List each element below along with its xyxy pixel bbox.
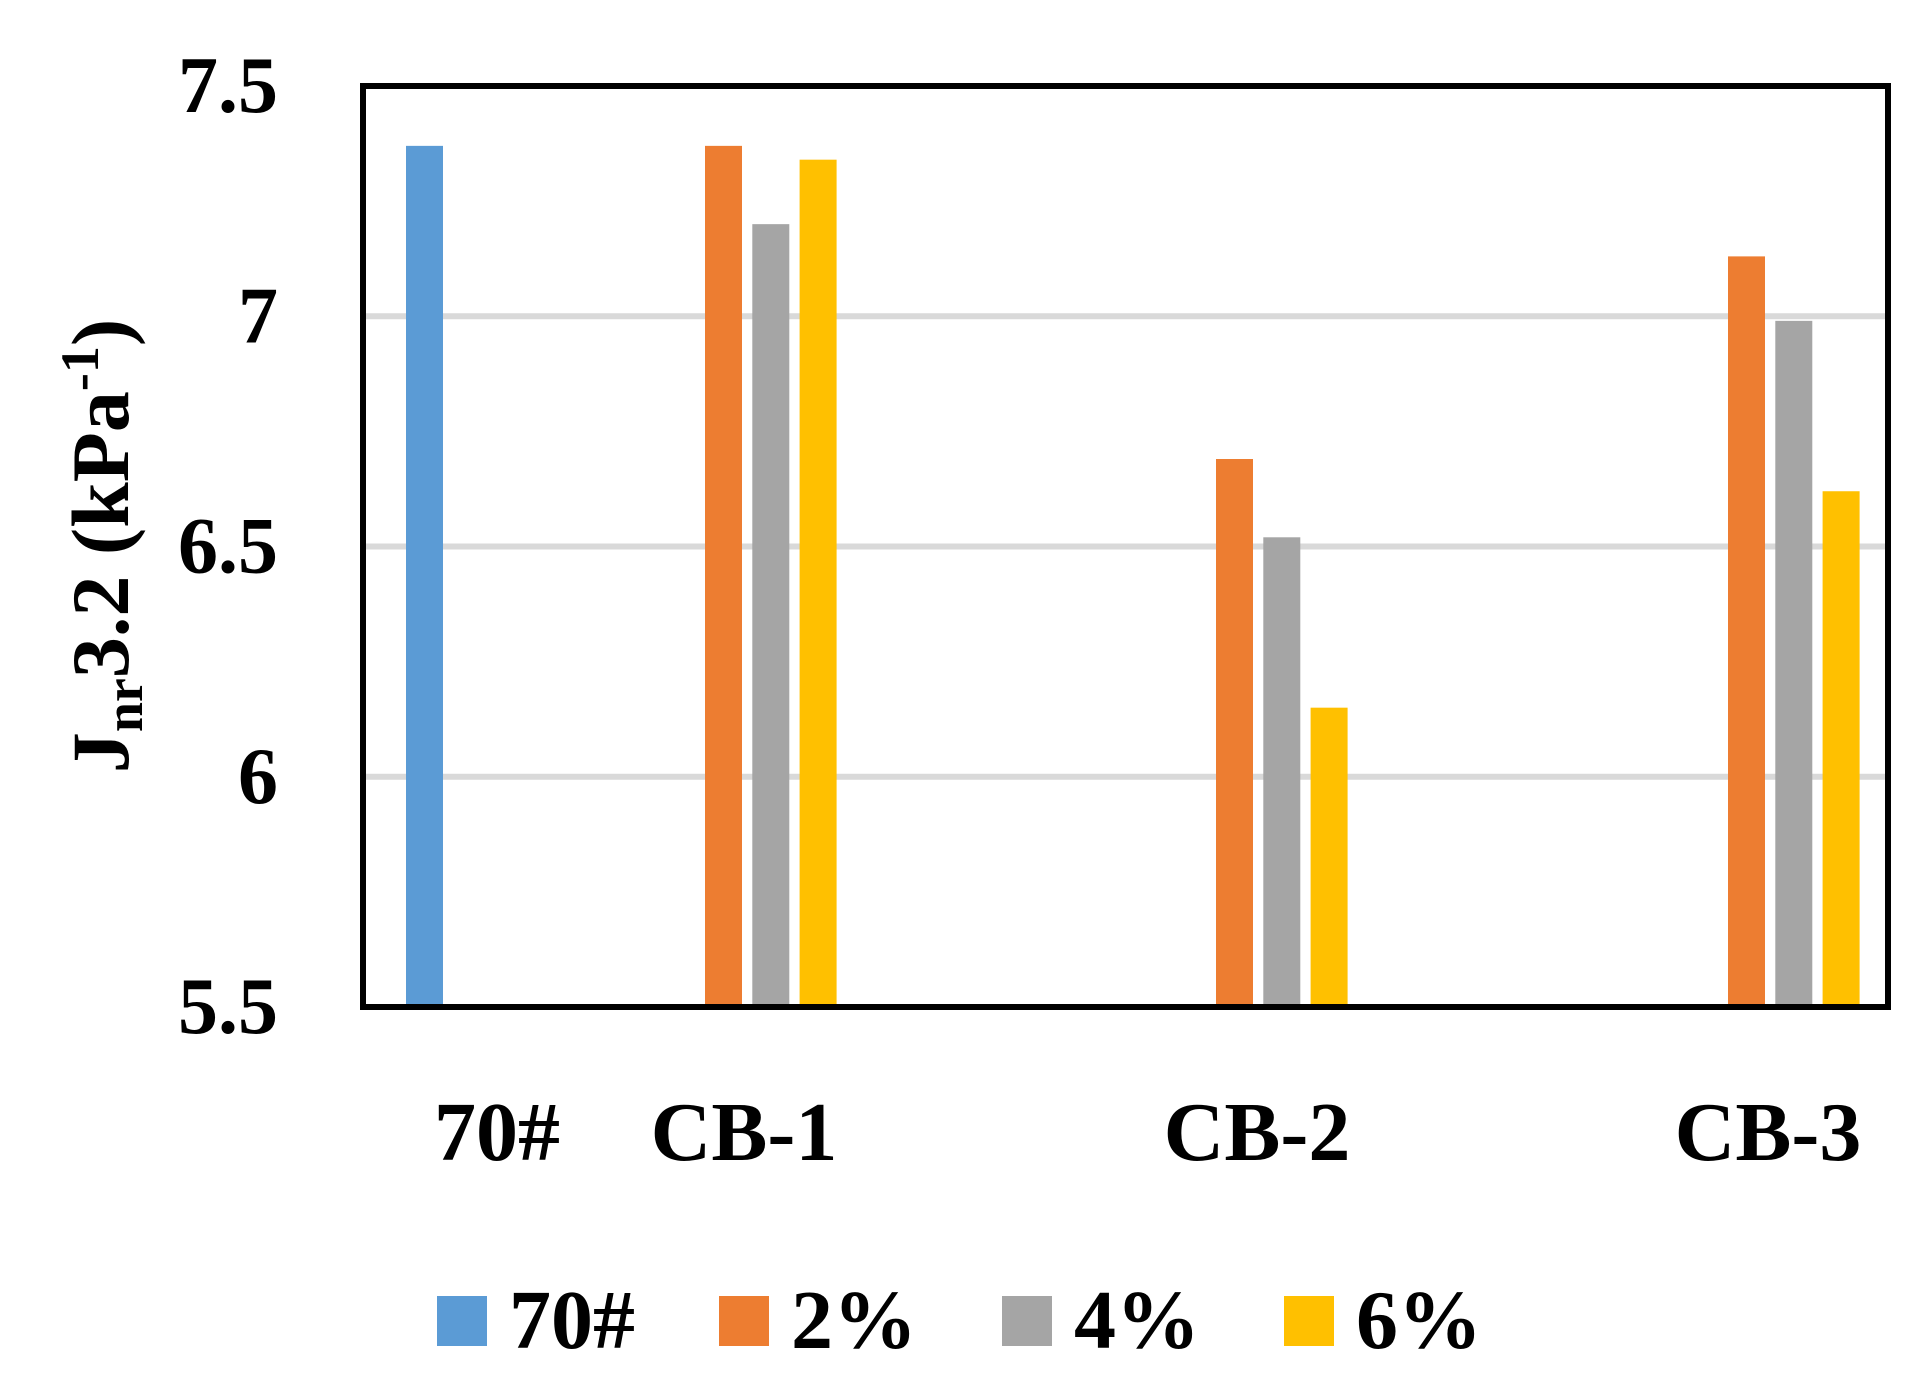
legend-swatch	[1284, 1296, 1334, 1346]
bar-CB-1-6%	[799, 159, 837, 1007]
y-tick-labels: 5.5 6 6.5 7 7.5	[178, 42, 278, 1051]
bars	[406, 145, 1860, 1008]
legend-swatch	[719, 1296, 769, 1346]
bar-CB-2-2%	[1216, 459, 1253, 1007]
bar-CB-3-2%	[1728, 256, 1765, 1007]
bar-CB-1-4%	[752, 224, 790, 1007]
gridlines	[363, 313, 1888, 780]
y-tick-label: 5.5	[178, 963, 278, 1051]
legend: 70# 2% 4% 6%	[437, 1274, 1482, 1367]
bar-CB-3-4%	[1775, 320, 1813, 1008]
y-axis-label: Jnr3.2 (kPa-1)	[50, 319, 154, 773]
y-tick-label: 6.5	[178, 503, 278, 591]
legend-label: 70#	[509, 1274, 635, 1367]
plot-area-border	[360, 83, 1891, 1010]
bar-CB-1-2%	[705, 145, 742, 1008]
x-category-label: CB-2	[1164, 1086, 1351, 1179]
legend-label: 4%	[1074, 1274, 1200, 1367]
legend-label: 2%	[791, 1274, 917, 1367]
legend-swatch	[437, 1296, 487, 1346]
x-category-label: CB-3	[1675, 1086, 1862, 1179]
bar-CB-2-6%	[1310, 707, 1348, 1007]
y-tick-label: 6	[238, 733, 278, 821]
bar-70#-70#	[406, 145, 443, 1008]
y-tick-label: 7	[238, 272, 278, 360]
bar-CB-3-6%	[1822, 491, 1860, 1007]
x-category-labels: 70# CB-1 CB-2 CB-3	[434, 1086, 1861, 1179]
x-category-label: CB-1	[651, 1086, 838, 1179]
bar-CB-2-4%	[1263, 537, 1301, 1007]
legend-label: 6%	[1356, 1274, 1482, 1367]
y-tick-label: 7.5	[178, 42, 278, 130]
x-category-label: 70#	[434, 1086, 560, 1179]
legend-swatch	[1002, 1296, 1052, 1346]
